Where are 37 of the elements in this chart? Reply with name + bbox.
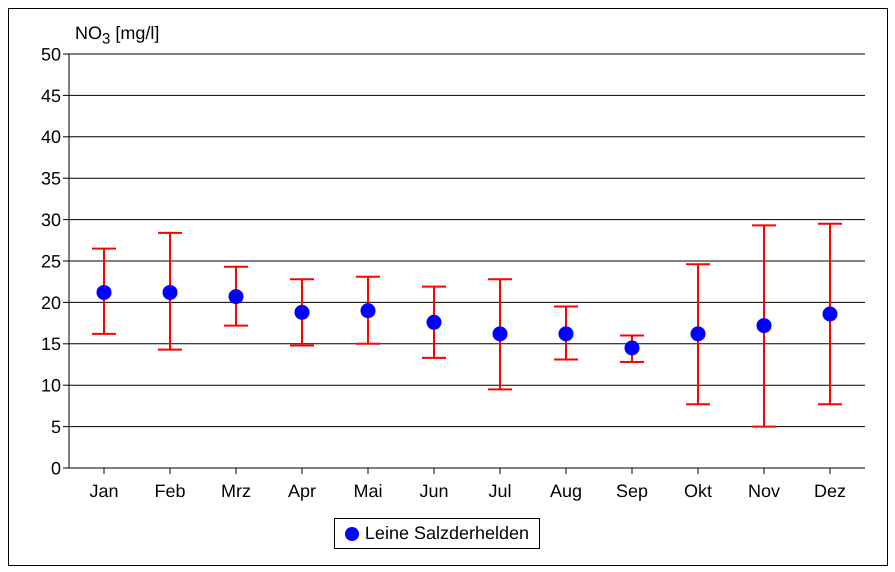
x-tick-label: Feb: [154, 480, 186, 501]
y-tick-label: 45: [40, 86, 61, 106]
point: [492, 326, 508, 342]
point: [690, 326, 706, 342]
y-tick-label: 25: [40, 251, 61, 272]
x-tick-label: Mrz: [221, 480, 251, 501]
legend-label: Leine Salzderhelden: [364, 523, 530, 544]
y-tick-label: 35: [40, 168, 61, 189]
x-tick-label: Sep: [616, 480, 648, 501]
y-tick-label: 10: [40, 376, 61, 396]
point: [822, 306, 838, 322]
y-tick-label: 0: [50, 458, 61, 478]
y-tick-label: 50: [40, 44, 61, 64]
x-tick-label: Apr: [288, 480, 316, 501]
x-tick-label: Jul: [488, 480, 512, 501]
y-axis-title: NO$_{3}$ [mg/l]: [75, 23, 160, 48]
x-tick-label: Nov: [748, 480, 780, 501]
point: [162, 284, 178, 300]
point: [360, 303, 376, 318]
point: [624, 340, 640, 356]
y-tick-label: 40: [40, 127, 61, 148]
point: [558, 326, 574, 342]
x-tick-label: Okt: [684, 480, 712, 501]
x-tick-label: Mai: [353, 480, 383, 501]
y-tick-label: 20: [40, 292, 61, 313]
y-tick-label: 15: [40, 334, 61, 354]
point: [426, 314, 442, 330]
y-tick-label: 5: [50, 416, 61, 437]
point: [228, 289, 244, 304]
x-tick-label: Dez: [814, 480, 846, 501]
x-tick-label: Jan: [89, 480, 119, 501]
x-tick-label: Aug: [550, 480, 582, 501]
x-tick-label: Jun: [419, 480, 449, 501]
point: [756, 318, 772, 334]
point: [96, 284, 112, 300]
y-tick-label: 30: [40, 210, 61, 230]
point: [294, 304, 310, 320]
